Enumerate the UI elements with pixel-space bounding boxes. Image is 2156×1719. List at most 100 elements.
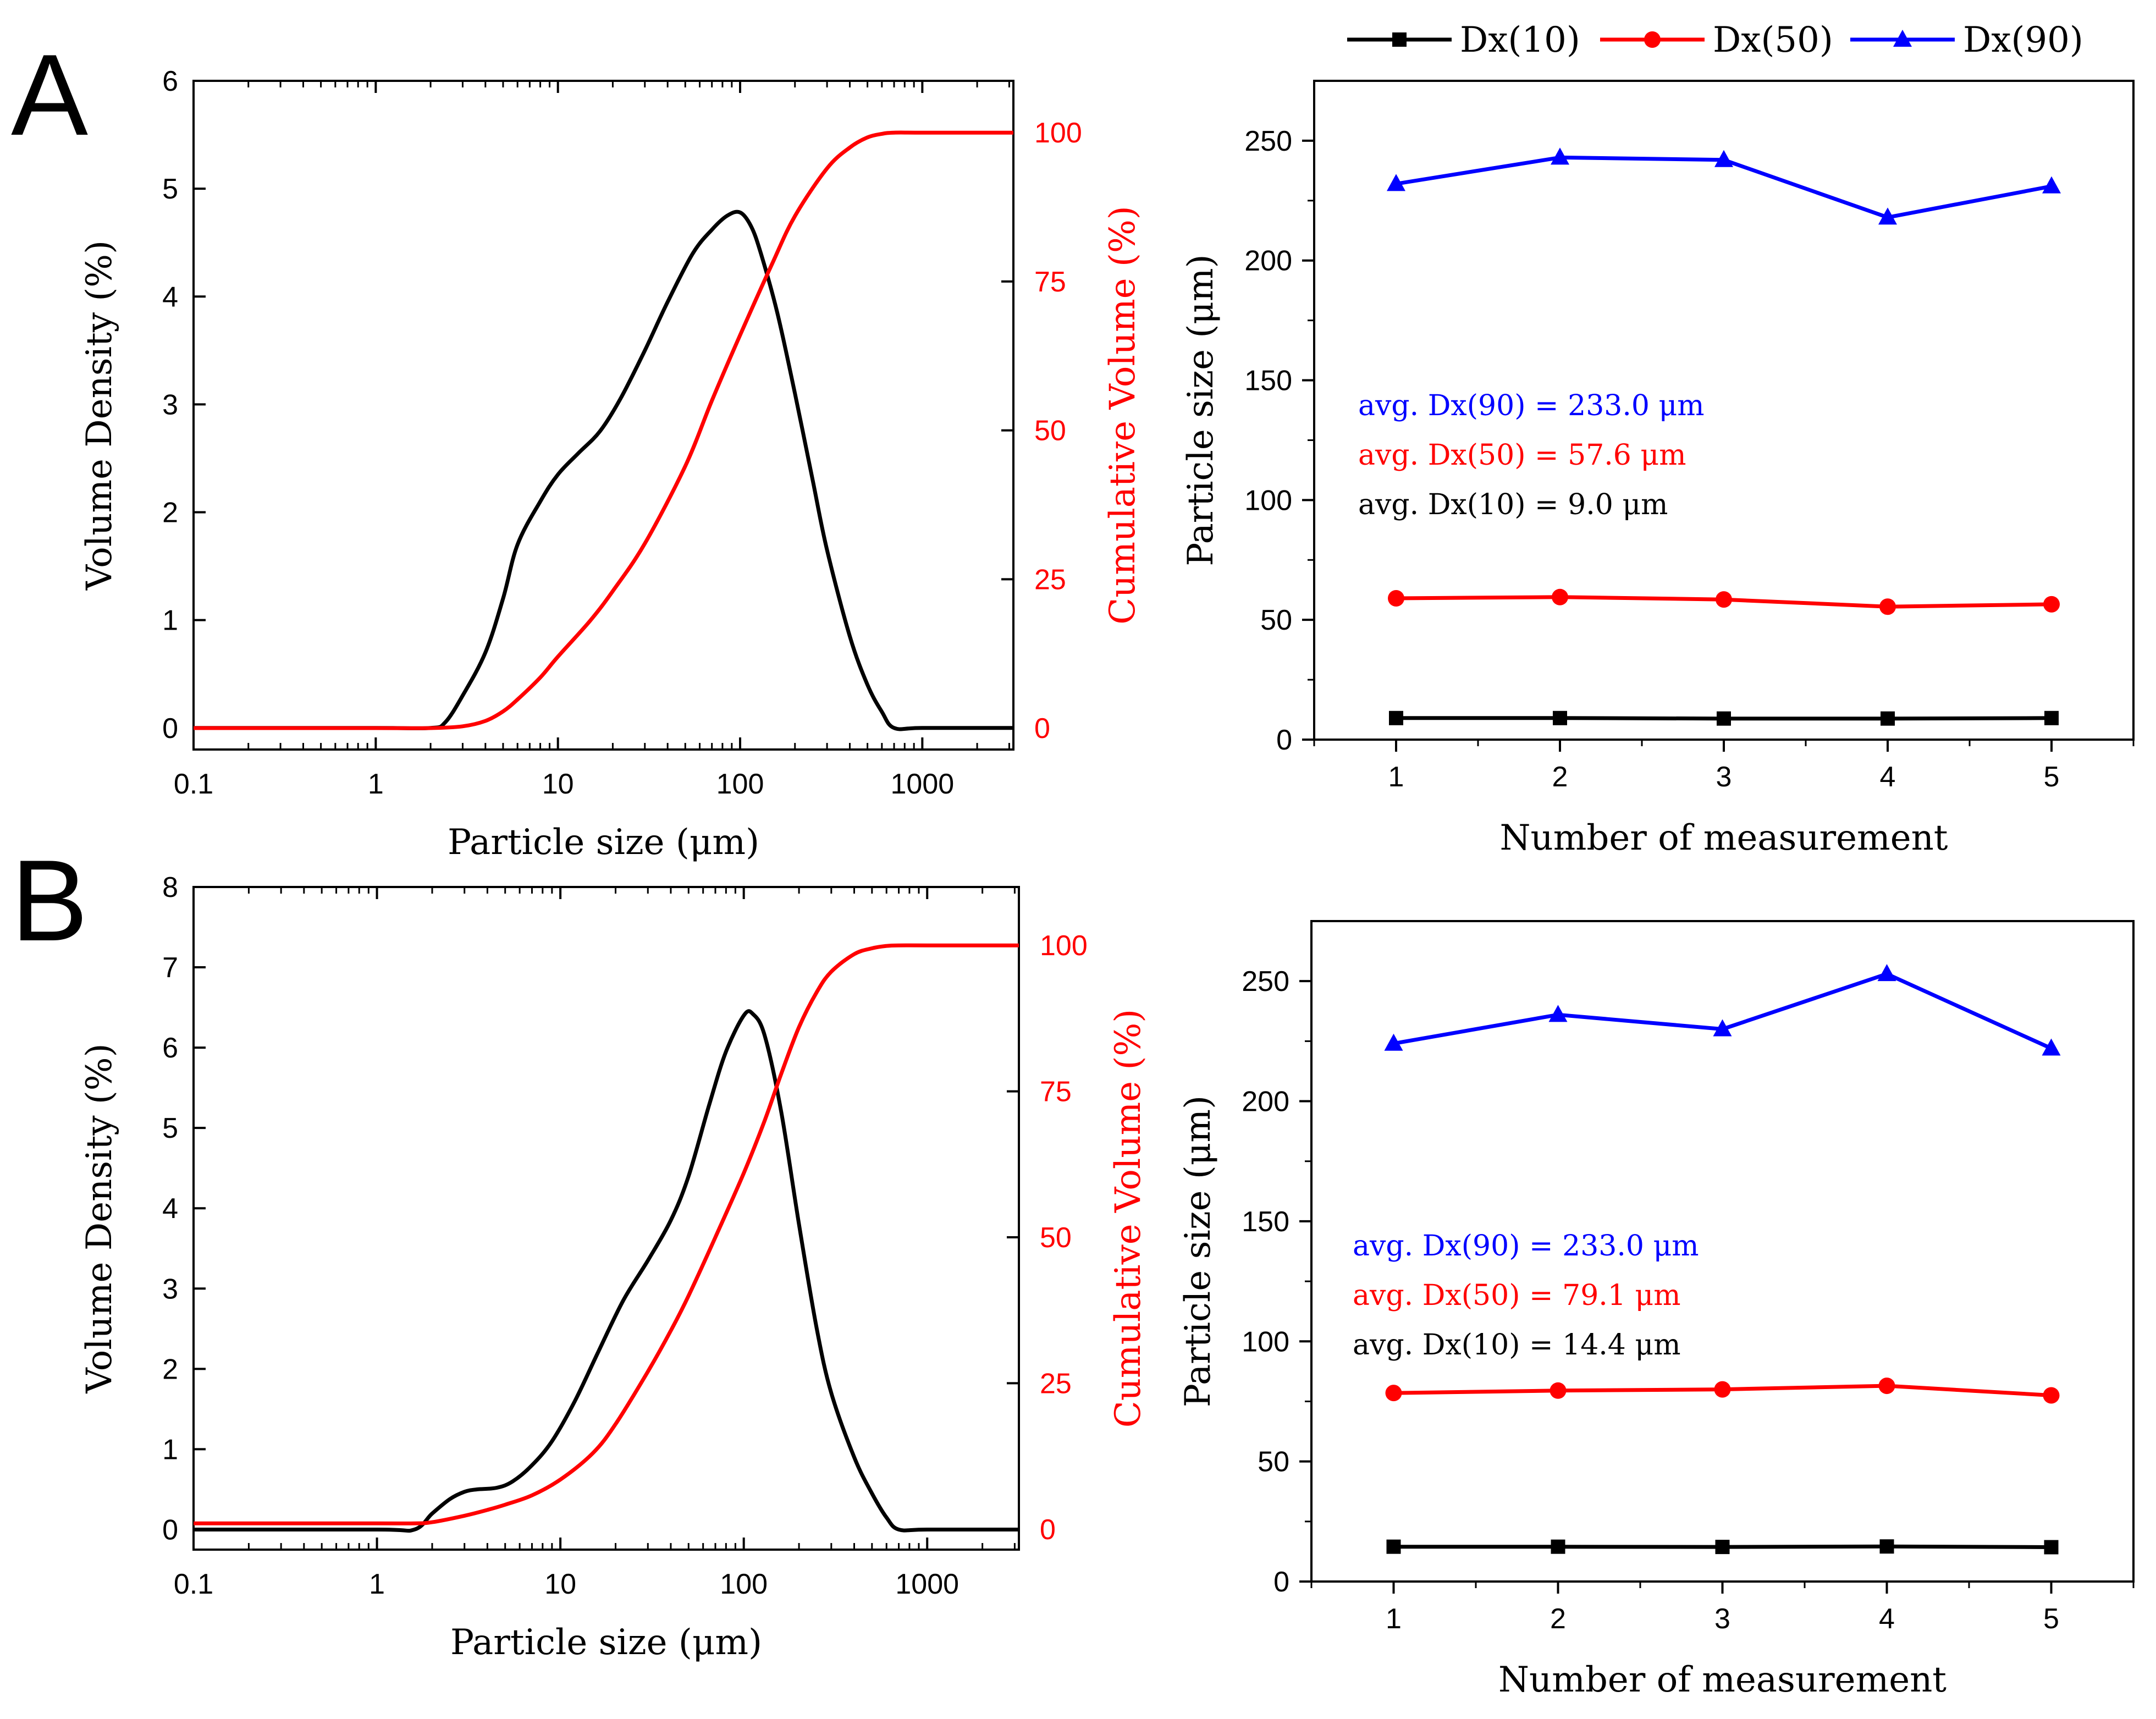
- x-tick-label: 2: [1550, 1603, 1566, 1635]
- chart-A-distribution: 0.1 1 10 100 1000 0 1 2 3 4 5 6 0 25 50 75 100 Particle s…: [11, 30, 1143, 863]
- legend-label: Dx(10): [1460, 20, 1580, 60]
- marker-dx10: [2044, 1540, 2059, 1555]
- y-tick-label: 0: [162, 713, 178, 745]
- y-tick-label: 1: [162, 1434, 178, 1465]
- y-right-tick-label: 25: [1034, 564, 1066, 596]
- y-right-tick-label: 75: [1040, 1076, 1072, 1108]
- series-line-volume-density: [194, 210, 1013, 731]
- marker-dx10: [1553, 710, 1567, 725]
- y-right-tick-label: 75: [1034, 266, 1066, 298]
- y-right-tick-label: 25: [1040, 1368, 1072, 1400]
- x-tick-label: 1: [1386, 1603, 1402, 1635]
- marker-dx50: [1550, 1382, 1567, 1399]
- y-axis-label: Particle size (μm): [1178, 1095, 1218, 1407]
- y-tick-label: 150: [1244, 365, 1292, 397]
- y-tick-label: 6: [162, 65, 178, 97]
- legend-marker-square: [1392, 32, 1407, 47]
- marker-dx90: [1387, 174, 1405, 191]
- marker-dx90: [2042, 1038, 2061, 1056]
- marker-dx50: [1879, 598, 1896, 615]
- y-axis-label: Volume Density (%): [79, 240, 120, 591]
- chart-B-distribution: 0.1 1 10 100 1000 0 1 2 3 4 5 6 7 8 0 25 50 75 100 Particle…: [11, 836, 1149, 1663]
- x-tick-label: 10: [542, 768, 574, 800]
- y-tick-label: 3: [162, 1273, 178, 1305]
- x-axis-label: Number of measurement: [1500, 818, 1948, 858]
- marker-dx90: [1878, 207, 1897, 225]
- panel-label-b: B: [11, 836, 88, 965]
- y-axis-label: Volume Density (%): [79, 1043, 120, 1393]
- y-tick-label: 4: [162, 1193, 178, 1225]
- marker-dx50: [2043, 1387, 2060, 1404]
- y-right-tick-label: 100: [1034, 117, 1082, 149]
- marker-dx10: [1386, 1539, 1401, 1554]
- series-line-cumulative-volume: [194, 943, 1019, 1525]
- x-tick-label: 1000: [895, 1568, 959, 1600]
- marker-dx90: [2042, 176, 2061, 194]
- marker-dx10: [1715, 1540, 1730, 1555]
- y-tick-label: 0: [162, 1514, 178, 1546]
- x-tick-label: 5: [2043, 1603, 2059, 1635]
- avg-annotation: avg. Dx(50) = 79.1 μm: [1353, 1279, 1681, 1312]
- y-axis-label: Particle size (μm): [1181, 254, 1221, 566]
- marker-dx90: [1384, 1033, 1403, 1051]
- plot-frame: [192, 886, 1020, 1551]
- y-right-axis-label: Cumulative Volume (%): [1102, 206, 1143, 625]
- marker-dx10: [2044, 710, 2059, 725]
- panel-label-a: A: [11, 30, 88, 159]
- legend-label: Dx(50): [1713, 20, 1833, 60]
- y-tick-label: 1: [162, 605, 178, 637]
- x-tick-label: 10: [544, 1568, 576, 1600]
- y-tick-label: 5: [162, 1112, 178, 1144]
- x-axis-label: Number of measurement: [1498, 1660, 1947, 1700]
- x-axis-label: Particle size (μm): [448, 822, 759, 863]
- x-tick-label: 1: [1388, 761, 1404, 793]
- marker-dx90: [1713, 1019, 1732, 1037]
- x-tick-label: 0.1: [174, 768, 213, 800]
- avg-annotation: avg. Dx(90) = 233.0 μm: [1353, 1230, 1699, 1263]
- x-tick-label: 1000: [891, 768, 955, 800]
- x-tick-label: 2: [1552, 761, 1568, 793]
- y-tick-label: 5: [162, 173, 178, 205]
- y-tick-label: 4: [162, 281, 178, 313]
- marker-dx90: [1548, 1005, 1568, 1022]
- y-tick-label: 0: [1273, 1566, 1289, 1598]
- avg-annotation: avg. Dx(10) = 14.4 μm: [1353, 1329, 1681, 1362]
- y-right-tick-label: 50: [1034, 415, 1066, 447]
- marker-dx10: [1717, 711, 1731, 726]
- y-right-tick-label: 50: [1040, 1222, 1072, 1254]
- x-axis-label: Particle size (μm): [450, 1622, 762, 1663]
- y-right-axis-label: Cumulative Volume (%): [1108, 1009, 1149, 1428]
- marker-dx10: [1881, 711, 1895, 726]
- y-right-tick-label: 0: [1040, 1514, 1056, 1546]
- x-tick-label: 3: [1714, 1603, 1730, 1635]
- avg-annotation: avg. Dx(10) = 9.0 μm: [1358, 488, 1668, 521]
- marker-dx10: [1879, 1539, 1894, 1554]
- y-tick-label: 0: [1276, 724, 1292, 756]
- plot-frame: [192, 80, 1014, 751]
- y-tick-label: 3: [162, 389, 178, 421]
- x-tick-label: 3: [1716, 761, 1732, 793]
- x-tick-label: 4: [1880, 761, 1896, 793]
- x-tick-label: 100: [716, 768, 764, 800]
- y-tick-label: 250: [1244, 125, 1292, 157]
- legend: Dx(10) Dx(50) Dx(90): [1347, 20, 2083, 60]
- y-right-tick-label: 100: [1040, 930, 1088, 962]
- marker-dx50: [1385, 1385, 1402, 1402]
- marker-dx10: [1389, 710, 1403, 725]
- marker-dx50: [1716, 591, 1732, 608]
- marker-dx90: [1551, 147, 1569, 165]
- y-tick-label: 2: [162, 1353, 178, 1385]
- avg-annotation: avg. Dx(90) = 233.0 μm: [1358, 389, 1705, 422]
- legend-marker-triangle: [1893, 30, 1912, 47]
- y-tick-label: 7: [162, 952, 178, 984]
- marker-dx50: [2043, 596, 2060, 613]
- x-tick-label: 1: [369, 1568, 385, 1600]
- marker-dx50: [1714, 1381, 1731, 1398]
- marker-dx50: [1552, 588, 1568, 605]
- y-right-tick-label: 0: [1034, 713, 1050, 745]
- marker-dx50: [1878, 1378, 1895, 1395]
- y-tick-label: 50: [1258, 1446, 1289, 1478]
- y-tick-label: 250: [1242, 966, 1289, 998]
